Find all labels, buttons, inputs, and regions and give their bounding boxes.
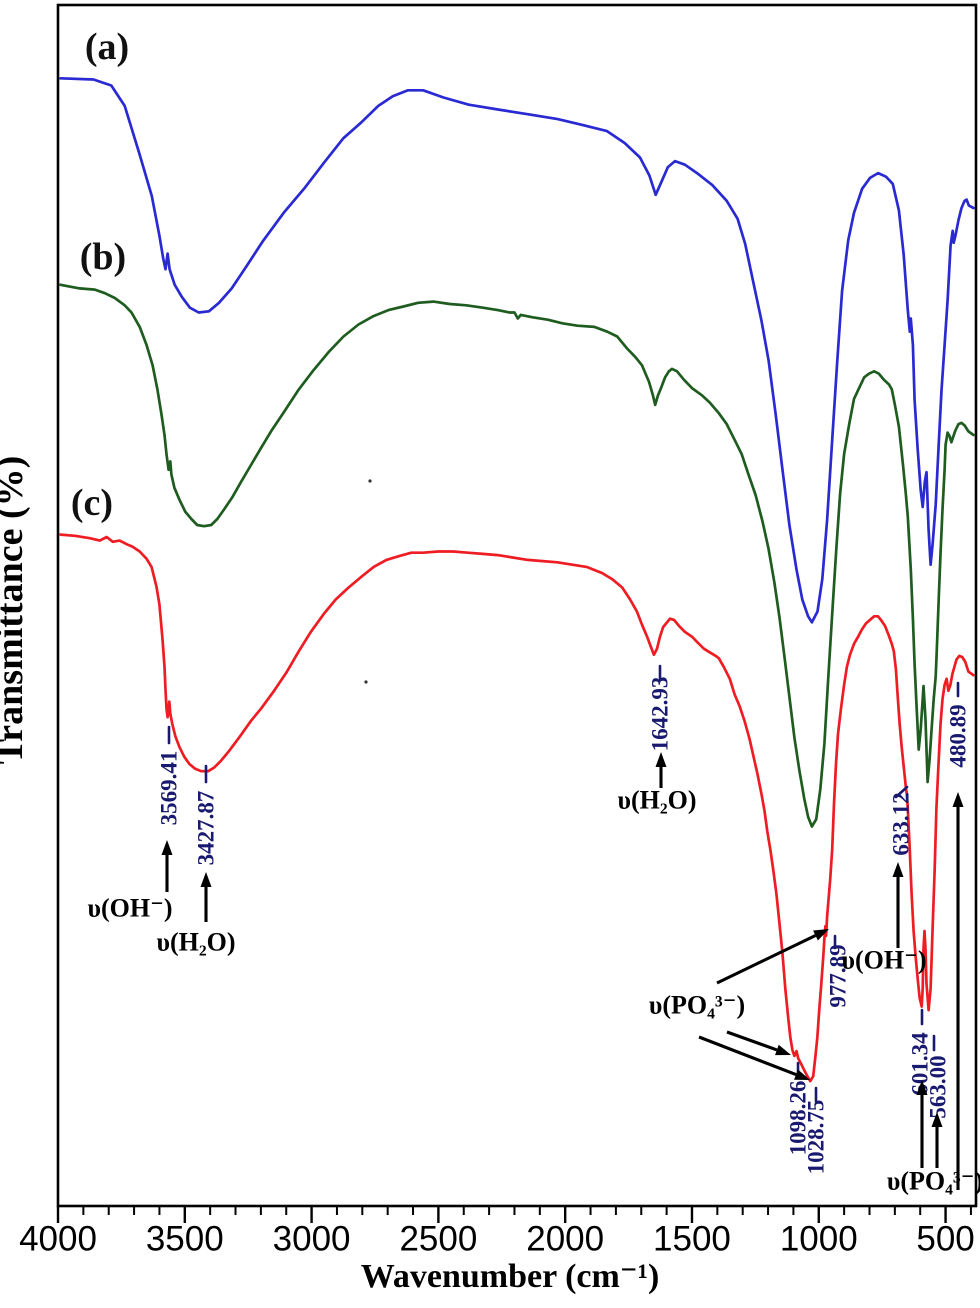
x-axis-tick-label: 3000 [273,1219,351,1258]
curve-label-a: (a) [85,26,129,68]
peak-value-label: 3569.41 [157,751,182,826]
x-axis-tick-label: 2000 [526,1219,604,1258]
peak-value-label: 1098.26 [786,1081,811,1156]
annotation-arrowhead [775,1044,791,1056]
x-axis-title: Wavenumber (cm⁻¹) [361,1258,660,1295]
vibration-mode-label: υ(OH⁻) [88,894,173,923]
annotation-arrowhead [916,1080,928,1095]
annotation-arrowhead [161,840,173,855]
peak-value-label: 1028.75 [804,1100,829,1175]
vibration-mode-label: υ(PO₄³⁻) [887,1167,980,1196]
x-axis-tick-label: 3500 [146,1219,224,1258]
vibration-mode-label: υ(H₂O) [156,928,235,957]
annotation-arrowhead [952,792,964,807]
peak-value-label: 563.00 [926,1055,951,1118]
x-axis-tick-label: 500 [916,1219,974,1258]
annotation-arrowhead [655,752,667,767]
peak-value-label: 1642.93 [648,677,673,752]
peak-connector-tick [894,785,909,799]
x-axis-tick-label: 2500 [399,1219,477,1258]
peak-value-label: 601.34 [908,1032,933,1096]
vibration-mode-label: υ(PO₄³⁻) [649,991,745,1020]
vibration-mode-label: υ(H₂O) [617,786,696,815]
x-axis-tick-label: 1000 [780,1219,858,1258]
x-axis-tick-label: 4000 [19,1219,97,1258]
annotation-arrowhead [200,872,212,887]
scan-speck [368,479,372,483]
y-axis-title: Transmittance (%) [0,456,31,765]
peak-value-label: 3427.87 [194,791,219,866]
peak-value-label: 633.12 [889,792,914,855]
vibration-mode-label: υ(OH⁻) [842,946,927,975]
plot-frame [56,3,978,1208]
curve-label-c: (c) [71,482,113,524]
annotation-arrow-shaft [726,1030,778,1052]
x-axis-tick-label: 1500 [653,1219,731,1258]
annotation-arrowhead [892,862,904,877]
peak-value-label: 480.89 [946,704,971,767]
annotation-arrowhead [931,1112,943,1127]
annotation-arrowhead [813,929,829,941]
spectrum-curve-c [59,533,975,1083]
scan-speck [364,680,368,684]
curve-label-b: (b) [80,236,126,278]
annotation-arrow-shaft [698,1035,797,1077]
spectrum-curve-a [59,76,975,624]
annotation-arrow-shaft [716,934,817,985]
spectrum-curve-b [59,283,975,828]
peak-value-label: 977.89 [826,944,851,1007]
annotation-arrowhead [794,1069,810,1080]
